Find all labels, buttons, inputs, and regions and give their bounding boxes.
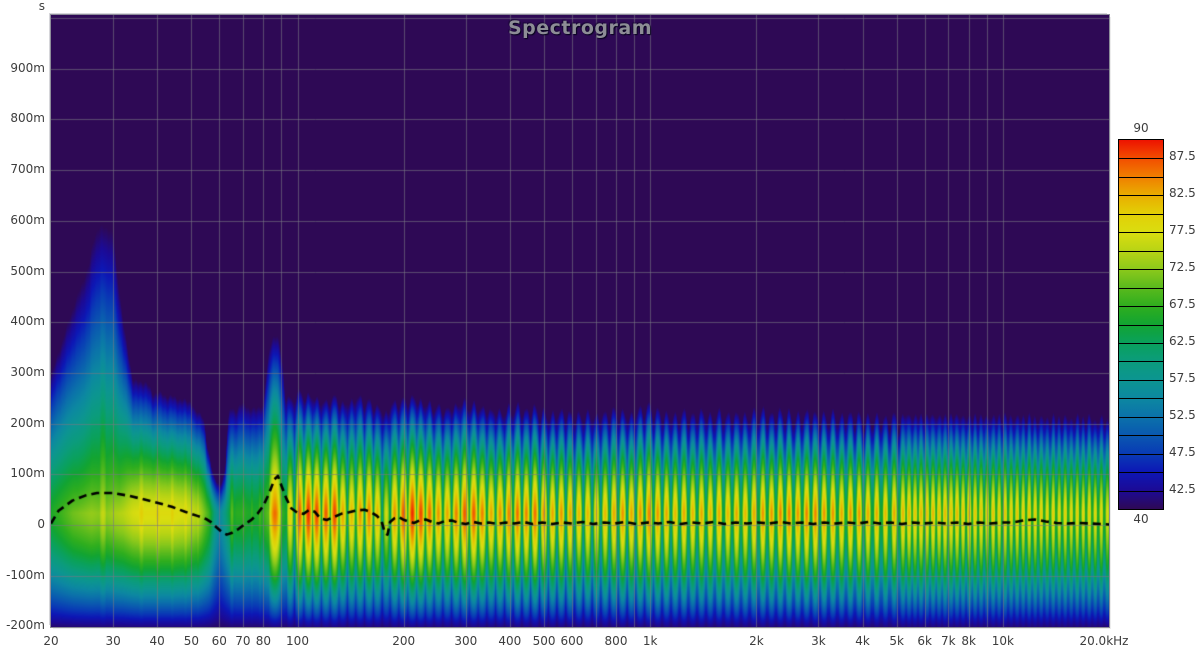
colorbar-tick-label: 67.5	[1169, 297, 1196, 312]
x-tick-label: 1k	[642, 634, 658, 648]
colorbar-divider	[1119, 453, 1163, 455]
y-tick-label: 900m	[10, 60, 45, 75]
colorbar-divider	[1119, 490, 1163, 492]
plot-area[interactable]	[50, 14, 1110, 628]
x-tick-label: 400	[498, 634, 522, 648]
colorbar-tick-label: 77.5	[1169, 223, 1196, 238]
colorbar-divider	[1119, 232, 1163, 234]
y-tick-label: 100m	[10, 466, 45, 481]
colorbar-tick-label: 62.5	[1169, 333, 1196, 348]
y-tick-label: 700m	[10, 162, 45, 177]
colorbar-divider	[1119, 398, 1163, 400]
spectrogram-canvas[interactable]	[51, 15, 1109, 627]
y-tick-label: s	[38, 0, 45, 14]
x-tick-label: 3k	[811, 634, 826, 648]
x-tick-label: 7k	[940, 634, 956, 648]
chart-title: Spectrogram	[507, 17, 653, 39]
x-tick-label: 200	[392, 634, 416, 648]
x-tick-label: 30	[105, 634, 121, 648]
x-tick-label: 50	[183, 634, 199, 648]
colorbar-divider	[1119, 213, 1163, 215]
colorbar-max-label: 90	[1133, 121, 1149, 135]
colorbar-divider	[1119, 324, 1163, 326]
y-tick-label: -100m	[6, 567, 45, 582]
colorbar-tick-label: 42.5	[1169, 481, 1196, 496]
x-tick-label: 80	[255, 634, 271, 648]
x-tick-label: 300	[454, 634, 478, 648]
y-tick-label: 400m	[10, 314, 45, 329]
x-tick-label: 40	[149, 634, 165, 648]
colorbar-min-label: 40	[1133, 512, 1149, 526]
colorbar-divider	[1119, 250, 1163, 252]
colorbar-divider	[1119, 306, 1163, 308]
colorbar-divider	[1119, 158, 1163, 160]
x-tick-label: 20	[43, 634, 59, 648]
y-tick-label: 300m	[10, 364, 45, 379]
colorbar-divider	[1119, 269, 1163, 271]
y-tick-label: -200m	[6, 618, 45, 633]
colorbar-tick-label: 87.5	[1169, 149, 1196, 164]
y-tick-label: 200m	[10, 415, 45, 430]
colorbar-tick-label: 82.5	[1169, 186, 1196, 201]
colorbar-divider	[1119, 379, 1163, 381]
colorbar	[1118, 139, 1164, 510]
colorbar-tick-label: 57.5	[1169, 370, 1196, 385]
x-tick-label: 2k	[749, 634, 764, 648]
colorbar-divider	[1119, 361, 1163, 363]
colorbar-tick-label: 47.5	[1169, 444, 1196, 459]
colorbar-divider	[1119, 416, 1163, 418]
colorbar-divider	[1119, 435, 1163, 437]
x-tick-label: 800	[604, 634, 628, 648]
x-tick-label: 6k	[917, 634, 932, 648]
y-tick-label: 800m	[10, 111, 45, 126]
colorbar-divider	[1119, 342, 1163, 344]
x-tick-label: 500	[532, 634, 556, 648]
x-tick-label: 5k	[889, 634, 904, 648]
x-tick-label: 600	[560, 634, 584, 648]
x-tick-label: 60	[211, 634, 227, 648]
x-tick-label: 20.0kHz	[1079, 634, 1129, 648]
colorbar-tick-label: 72.5	[1169, 260, 1196, 275]
colorbar-divider	[1119, 472, 1163, 474]
x-tick-label: 70	[235, 634, 251, 648]
x-tick-label: 100	[286, 634, 309, 648]
x-tick-label: 8k	[961, 634, 976, 648]
x-tick-label: 4k	[855, 634, 870, 648]
colorbar-divider	[1119, 287, 1163, 289]
x-tick-label: 10k	[991, 634, 1014, 648]
colorbar-divider	[1119, 176, 1163, 178]
y-tick-label: 0	[37, 517, 45, 531]
y-tick-label: 600m	[10, 212, 45, 227]
y-tick-label: 500m	[10, 263, 45, 278]
colorbar-divider	[1119, 195, 1163, 197]
colorbar-tick-label: 52.5	[1169, 407, 1196, 422]
